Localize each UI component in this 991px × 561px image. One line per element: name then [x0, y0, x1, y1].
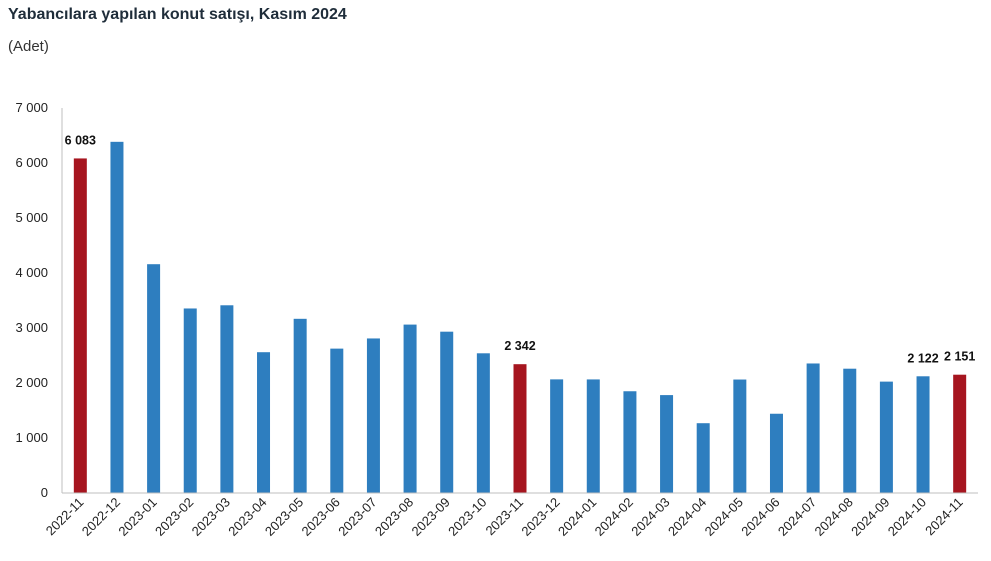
x-tick-label: 2024-07	[775, 495, 819, 539]
x-tick-label: 2024-04	[665, 495, 709, 539]
bar-2023-08	[403, 324, 417, 493]
x-tick-label: 2023-12	[518, 495, 562, 539]
bar-2024-09	[879, 381, 893, 493]
x-tick-label: 2023-03	[189, 495, 233, 539]
bar-2024-05	[733, 379, 747, 493]
y-tick-label: 3 000	[15, 320, 48, 335]
bar-2024-02	[623, 391, 637, 493]
x-tick-label: 2024-11	[922, 495, 966, 539]
y-tick-label: 4 000	[15, 265, 48, 280]
chart-subtitle: (Adet)	[8, 38, 49, 55]
x-tick-label: 2023-04	[225, 495, 269, 539]
bar-2023-07	[366, 338, 380, 493]
bar-2024-03	[660, 395, 674, 493]
bar-2024-11	[953, 374, 967, 493]
bar-2024-08	[843, 368, 857, 493]
y-tick-label: 5 000	[15, 210, 48, 225]
x-tick-label: 2023-08	[372, 495, 416, 539]
bar-2023-04	[257, 352, 271, 493]
x-tick-label: 2023-09	[408, 495, 452, 539]
y-tick-label: 1 000	[15, 430, 48, 445]
y-axis: 0 1 000 2 000 3 000 4 000 5 000 6 000 7 000	[15, 100, 63, 500]
bar-2023-02	[183, 308, 197, 493]
x-tick-label: 2024-08	[812, 495, 856, 539]
bar-2023-11	[513, 364, 527, 493]
x-tick-label: 2022-12	[79, 495, 123, 539]
bar-2023-01	[147, 264, 161, 493]
bar-2022-12	[110, 141, 124, 493]
bar-2022-11	[73, 158, 87, 493]
x-tick-label: 2023-01	[115, 495, 159, 539]
bar-2024-06	[769, 413, 783, 493]
data-label: 6 083	[65, 133, 96, 147]
x-tick-label: 2023-06	[299, 495, 343, 539]
y-tick-label: 2 000	[15, 375, 48, 390]
chart-title: Yabancılara yapılan konut satışı, Kasım …	[8, 6, 347, 23]
x-tick-label: 2024-06	[738, 495, 782, 539]
data-label: 2 151	[944, 350, 975, 364]
bar-2024-10	[916, 376, 930, 493]
bar-2023-10	[476, 353, 490, 493]
y-tick-label: 6 000	[15, 155, 48, 170]
x-tick-label: 2024-02	[592, 495, 636, 539]
bar-2023-03	[220, 305, 234, 493]
data-label: 2 342	[504, 339, 535, 353]
x-tick-label: 2024-05	[702, 495, 746, 539]
bar-2023-12	[550, 379, 564, 493]
x-axis: 2022-112022-122023-012023-022023-032023-…	[43, 492, 978, 539]
bars	[73, 141, 967, 493]
x-tick-label: 2023-11	[482, 495, 526, 539]
y-tick-label: 7 000	[15, 100, 48, 115]
data-labels: 6 083 2 342 2 122 2 151	[65, 133, 976, 365]
data-label: 2 122	[907, 351, 938, 365]
x-tick-label: 2023-07	[335, 495, 379, 539]
bar-2023-05	[293, 318, 307, 493]
x-tick-label: 2024-03	[628, 495, 672, 539]
bar-2024-01	[586, 379, 600, 493]
x-tick-label: 2023-05	[262, 495, 306, 539]
x-tick-label: 2024-01	[555, 495, 599, 539]
x-tick-label: 2023-10	[445, 495, 489, 539]
x-tick-label: 2023-02	[152, 495, 196, 539]
bar-2024-07	[806, 363, 820, 493]
bar-2024-04	[696, 423, 710, 493]
x-tick-label: 2024-09	[848, 495, 892, 539]
bar-2023-06	[330, 348, 344, 493]
bar-2023-09	[440, 331, 454, 493]
x-tick-label: 2022-11	[43, 495, 87, 539]
x-tick-label: 2024-10	[885, 495, 929, 539]
y-tick-label: 0	[41, 485, 48, 500]
